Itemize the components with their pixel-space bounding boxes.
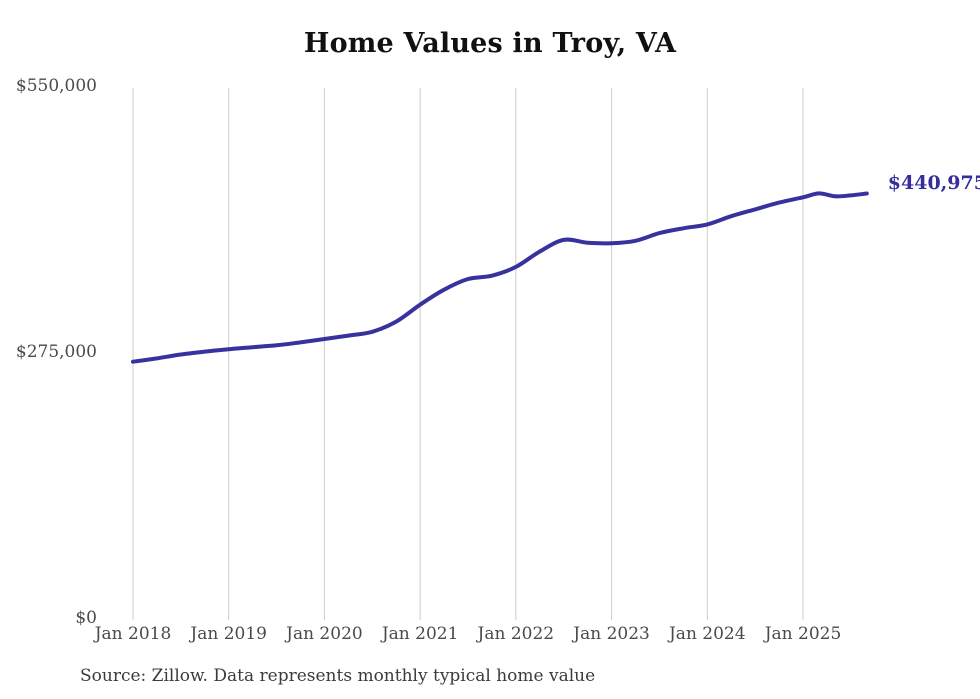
gridlines [132, 88, 804, 620]
x-axis-tick-label: Jan 2018 [94, 624, 172, 644]
source-note: Source: Zillow. Data represents monthly … [80, 666, 596, 686]
x-axis-tick-label: Jan 2020 [286, 624, 363, 644]
x-axis-tick-label: Jan 2025 [764, 624, 842, 644]
x-axis-tick-label: Jan 2023 [573, 624, 650, 644]
x-axis-tick-label: Jan 2022 [477, 624, 555, 644]
home-value-line [131, 191, 869, 364]
x-axis-tick-label: Jan 2024 [668, 624, 746, 644]
y-axis-tick-label: $0 [75, 608, 97, 628]
y-axis-tick-label: $550,000 [15, 76, 97, 96]
y-axis-tick-label: $275,000 [15, 342, 97, 362]
chart-title: Home Values in Troy, VA [303, 28, 677, 59]
x-axis-tick-label: Jan 2019 [190, 624, 267, 644]
x-axis-tick-label: Jan 2021 [381, 624, 459, 644]
latest-value-label: $440,975 [887, 172, 980, 195]
